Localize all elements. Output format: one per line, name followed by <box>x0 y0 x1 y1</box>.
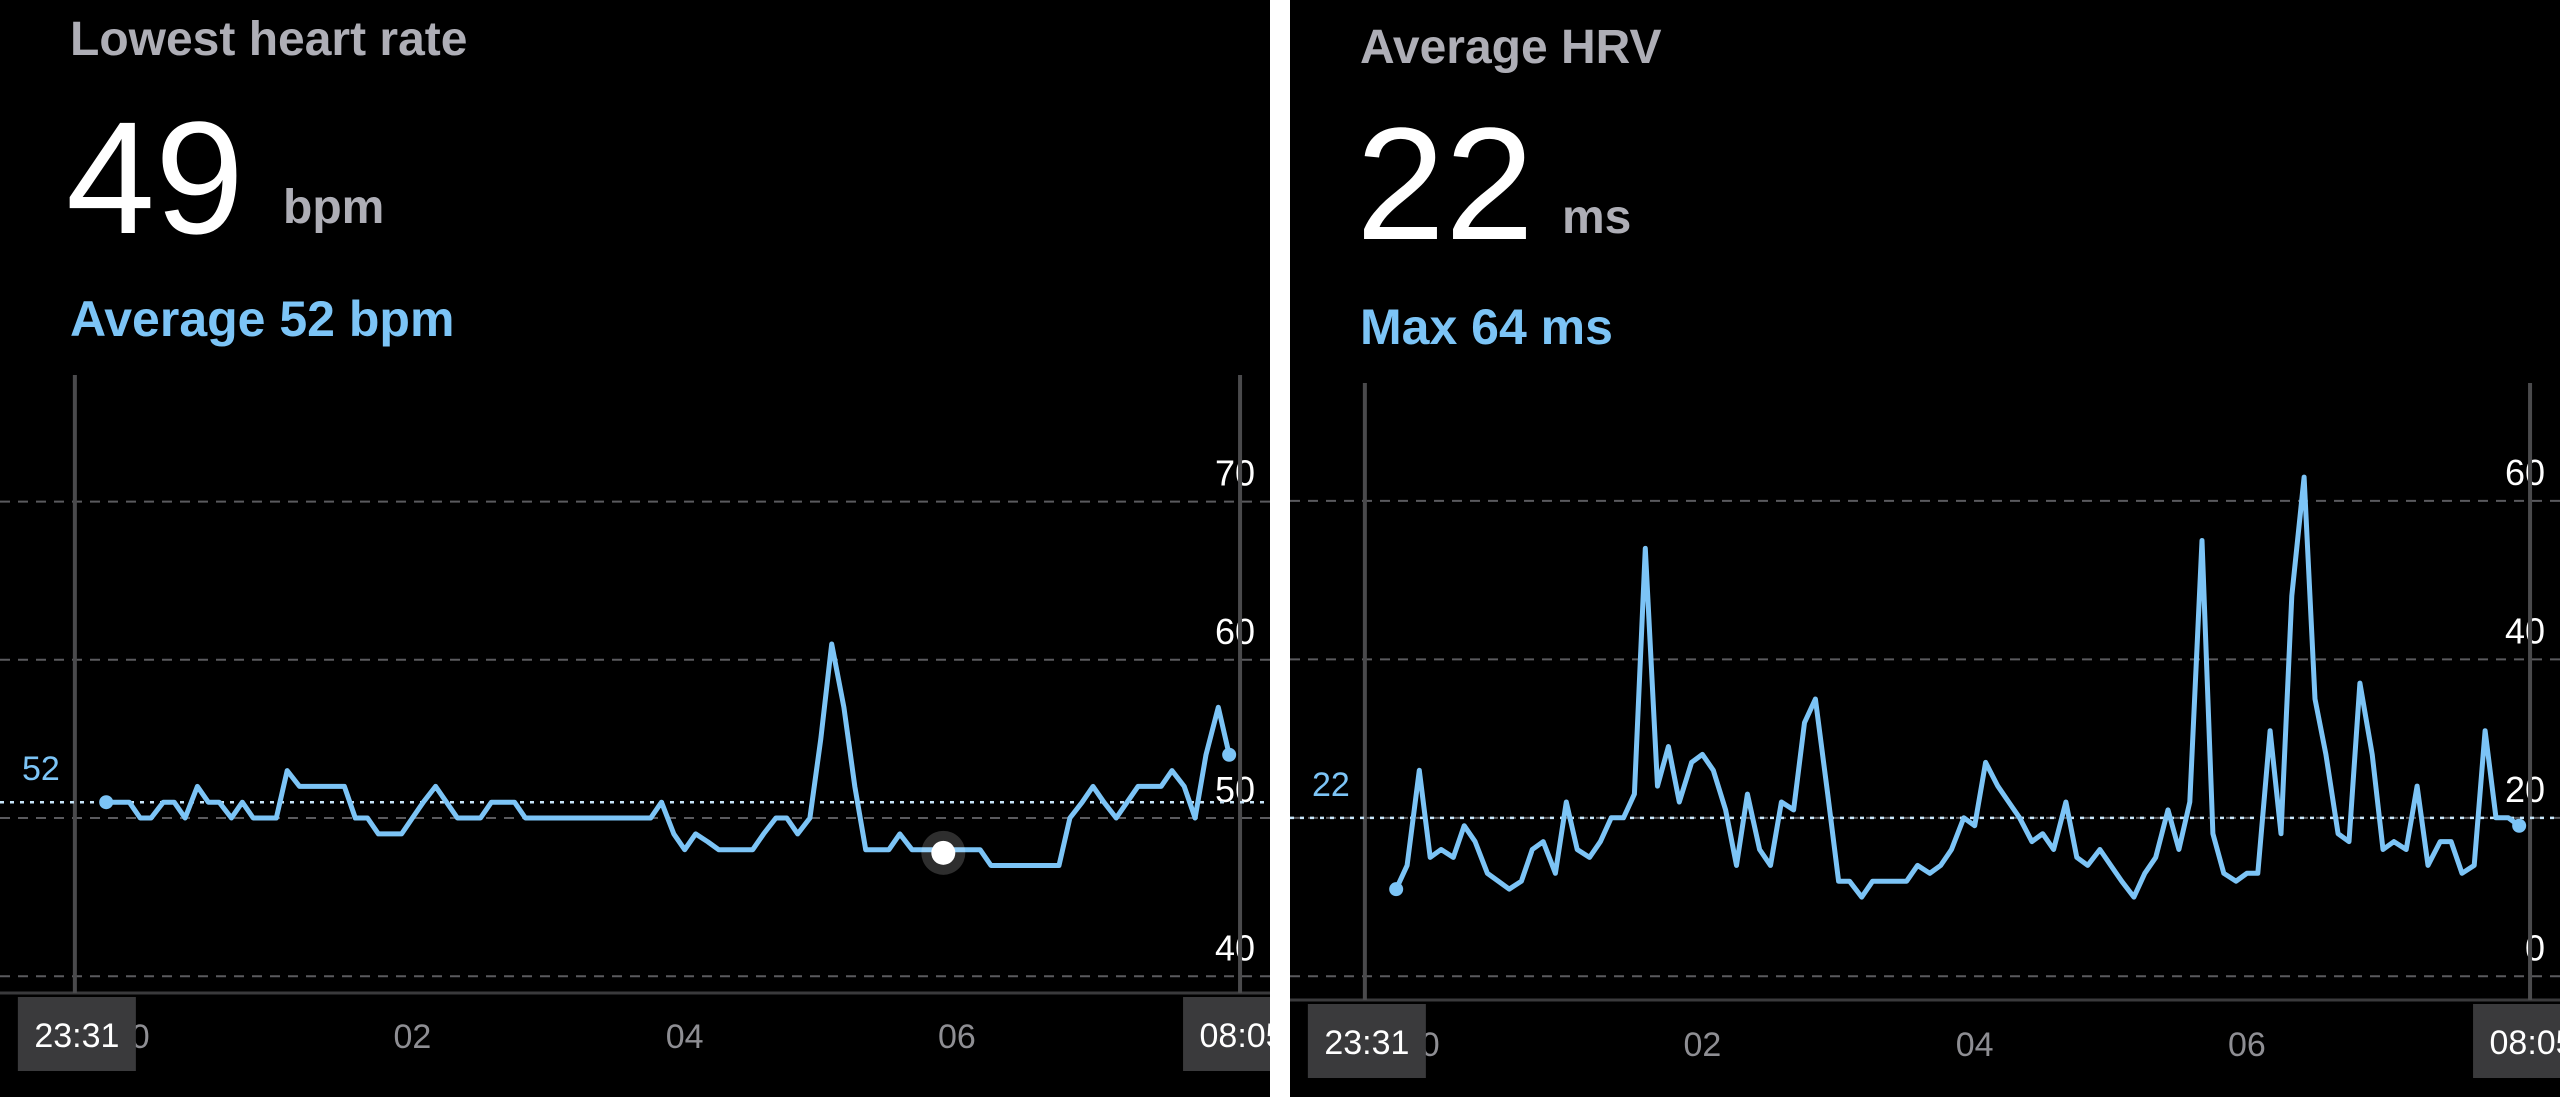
series-line <box>103 641 1232 868</box>
y-tick-label: 40 <box>2505 610 2545 651</box>
hr-unit: bpm <box>283 181 385 234</box>
y-tick-label: 50 <box>1215 769 1255 810</box>
hrv-unit: ms <box>1562 191 1632 244</box>
x-tick-label: 06 <box>938 1018 976 1056</box>
y-tick-label: 0 <box>2525 927 2545 968</box>
x-tick-label: 02 <box>1684 1026 1722 1064</box>
series-start-point <box>99 795 114 810</box>
y-tick-label: 20 <box>2505 769 2545 810</box>
end-time-label: 08:05 <box>1200 1017 1270 1055</box>
panel-divider <box>1270 0 1290 1097</box>
average-hrv-panel: Average HRV 22 ms Max 64 ms 0 20 40 60 22 0 02… <box>1290 0 2560 1097</box>
lowest-heart-rate-panel: Lowest heart rate 49 bpm Average 52 bpm … <box>0 0 1270 1097</box>
selection-marker <box>931 840 956 865</box>
x-tick-label: 04 <box>666 1018 704 1056</box>
y-tick-label: 70 <box>1215 453 1255 494</box>
start-time-badge <box>17 997 136 1071</box>
start-time-label: 23:31 <box>34 1017 119 1055</box>
y-tick-label: 60 <box>2505 452 2545 493</box>
hr-value: 49 <box>66 88 244 267</box>
start-time-label: 23:31 <box>1324 1024 1409 1062</box>
hrv-title: Average HRV <box>1360 21 1662 74</box>
end-time-badge <box>1183 997 1270 1071</box>
hr-title: Lowest heart rate <box>70 13 468 66</box>
series-end-point <box>2512 818 2527 833</box>
x-tick-label: 02 <box>394 1018 432 1056</box>
x-tick-label: 04 <box>1956 1026 1994 1064</box>
series-end-point <box>1222 747 1237 762</box>
y-tick-label: 40 <box>1215 927 1255 968</box>
hrv-max-label: Max 64 ms <box>1360 299 1613 355</box>
end-time-label: 08:05 <box>2490 1024 2560 1062</box>
start-time-badge <box>1307 1004 1426 1078</box>
hrv-value: 22 <box>1356 94 1534 273</box>
end-time-badge <box>2473 1004 2560 1078</box>
hr-average-label: Average 52 bpm <box>70 291 455 347</box>
series-line <box>1393 474 2522 900</box>
x-tick-label: 06 <box>2228 1026 2266 1064</box>
y-tick-label: 60 <box>1215 611 1255 652</box>
average-value-label: 52 <box>22 750 60 788</box>
average-value-label: 22 <box>1312 766 1350 804</box>
series-start-point <box>1389 882 1404 897</box>
